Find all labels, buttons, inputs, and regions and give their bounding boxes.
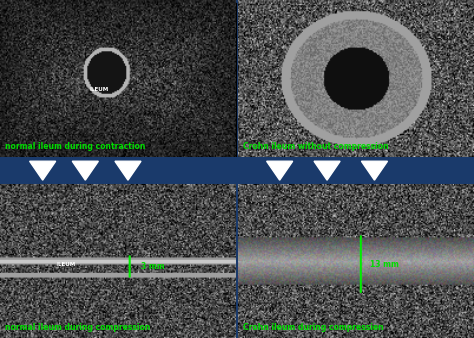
Text: ILEUM: ILEUM [56, 262, 76, 267]
Polygon shape [29, 161, 56, 180]
Text: Crohn ileum during compressien: Crohn ileum during compressien [243, 323, 383, 332]
Text: Crohn ileum without compression: Crohn ileum without compression [243, 142, 389, 151]
Text: ILEUM: ILEUM [90, 87, 109, 92]
Polygon shape [361, 161, 387, 180]
Text: normal ileum during compression: normal ileum during compression [5, 323, 150, 332]
Text: 13 mm: 13 mm [370, 260, 399, 269]
Polygon shape [72, 161, 98, 180]
Text: normal ileum during contraction: normal ileum during contraction [5, 142, 145, 151]
Polygon shape [314, 161, 340, 180]
Polygon shape [266, 161, 292, 180]
Text: 3 mm: 3 mm [142, 262, 165, 271]
Polygon shape [115, 161, 141, 180]
